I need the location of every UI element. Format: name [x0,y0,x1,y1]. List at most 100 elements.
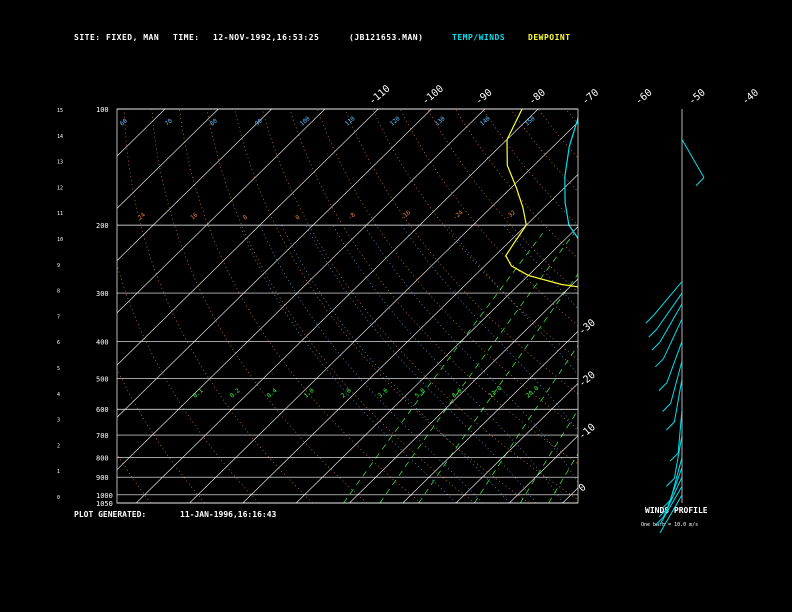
isotherm-line [349,278,578,503]
barb-note: One barb = 10.0 m/s [641,522,699,528]
site-label: SITE: [74,33,101,42]
mixing-ratio-line [623,233,780,503]
dry-adiabat-line [151,109,368,503]
dry-adiabat-line [427,109,578,293]
top-isotherm-label: -60 [634,87,655,107]
wind-barb-shaft [662,476,683,518]
wind-barb-flag [658,508,668,518]
moist-adiabat-line [259,224,483,503]
wind-barb-flag [662,403,671,412]
dry-adiabat-line [372,109,578,360]
moist-adiabat-label: 140 [479,115,492,128]
dry-adiabat-line [179,109,422,503]
height-tick-label: 0 [57,495,60,501]
moist-adiabat-label: 110 [344,115,357,128]
mixing-ratio-line [655,233,792,503]
isotherm-line [402,330,578,503]
dry-adiabat-line [289,109,578,465]
moist-adiabat-label: 130 [434,115,447,128]
dry-adiabat-label: 8 [242,214,250,222]
isotherm-line [455,383,578,503]
mixing-ratio-label: 3.0 [377,387,390,400]
time-label: TIME: [173,33,200,42]
pressure-tick-label: 200 [96,222,109,230]
mixing-ratio-label: 0.4 [266,387,279,400]
height-tick-label: 10 [57,237,63,243]
top-isotherm-label: -70 [580,87,601,107]
moist-adiabat-label: 80 [209,117,219,127]
moist-adiabat-label: 90 [254,117,264,127]
dry-adiabat-line [117,368,206,503]
wind-barb-shaft [666,341,683,383]
wind-barb-flag [651,341,661,351]
height-tick-label: 12 [57,185,63,191]
moist-adiabat-line [503,224,578,310]
moist-adiabat-line [401,224,578,433]
dewpoint-trace [505,109,578,288]
isotherm-line [669,109,792,503]
wind-barb-shaft [670,360,683,404]
dry-adiabat-line [261,109,578,501]
pressure-tick-label: 1000 [96,492,113,500]
top-isotherm-label: -110 [367,83,393,107]
height-tick-label: 3 [57,418,60,424]
dry-adiabat-label: -32 [504,209,517,222]
plot-frame [116,108,579,504]
isotherm-line [295,226,578,503]
pressure-tick-label: 1050 [96,500,113,508]
dry-adiabat-line [117,263,260,503]
isotherm-line [117,109,219,209]
isotherm-line [117,109,326,314]
isotherm-line [117,109,379,366]
wind-barb-flag [645,314,655,324]
moist-adiabat-label: 100 [299,115,312,128]
dry-adiabat-label: 24 [137,211,147,221]
height-tick-label: 5 [57,366,60,372]
moist-adiabat-line [660,225,723,503]
dry-adiabat-line [648,109,792,503]
mixing-ratio-line [474,344,578,503]
wind-barb-shaft [666,467,683,510]
wind-barb-flag [662,499,671,509]
dry-adiabat-label: -8 [347,211,357,221]
pressure-tick-label: 900 [96,474,109,482]
right-isotherm-label: -30 [577,317,598,337]
isotherm-line [117,109,166,157]
height-tick-label: 2 [57,443,60,449]
wind-barb-shaft [653,281,683,316]
dry-adiabat-label: -24 [452,209,465,222]
wind-barb-flag [658,382,668,391]
dry-adiabat-line [117,453,151,503]
wind-barb-flag [666,421,675,431]
wind-barb-shaft [673,378,683,423]
isotherm-line [0,109,112,503]
legend-temp: TEMP/WINDS [452,33,506,42]
height-tick-label: 4 [57,392,60,398]
moist-adiabat-label: 60 [119,117,129,127]
dry-adiabat-line [455,109,578,259]
file-value: (JB121653.MAN) [349,33,424,42]
mixing-ratio-line [379,233,575,503]
isotherm-line [562,487,578,503]
mixing-ratio-line [418,273,578,503]
top-isotherm-label: -50 [687,87,708,107]
winds-profile-title: WINDS PROFILE [645,506,708,515]
mixing-ratio-label: 0.1 [192,387,205,400]
height-tick-label: 8 [57,289,60,295]
wind-barb-flag [648,328,658,338]
dry-adiabat-line [593,109,792,503]
isotherm-line [189,121,578,503]
moist-adiabat-label: 120 [389,115,402,128]
moist-adiabat-line [363,224,578,484]
wind-barb-shaft [659,485,683,525]
top-isotherm-label: -40 [740,87,761,107]
mixing-ratio-line [586,233,749,503]
pressure-tick-label: 400 [96,338,109,346]
mixing-ratio-label: 12.0 [488,385,504,400]
wind-barb-flag [669,452,679,462]
dry-adiabat-label: -16 [399,209,412,222]
time-value: 12-NOV-1992,16:53:25 [213,33,320,42]
moist-adiabat-line [332,224,563,503]
wind-barb-flag [695,177,705,187]
